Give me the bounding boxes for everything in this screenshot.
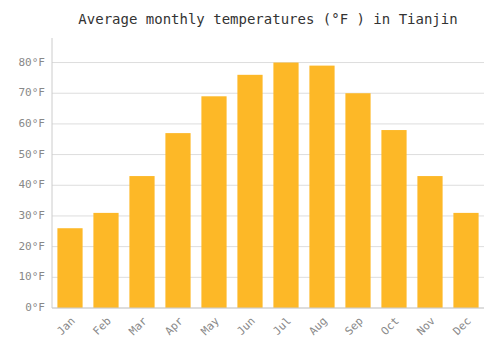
- bar: [57, 228, 82, 308]
- x-tick-label: Sep: [343, 315, 366, 338]
- grid-line: [52, 154, 484, 155]
- x-tick-label: Nov: [415, 314, 439, 338]
- x-tick-label: Oct: [379, 315, 402, 338]
- x-tick-label: Apr: [163, 314, 187, 338]
- chart-svg: 0°F 10°F 20°F 30°F 40°F 50°F 60°F 70°F 80°F Jan Fe…: [0, 0, 500, 350]
- bar: [309, 66, 334, 308]
- bar: [345, 93, 370, 308]
- chart-title: Average monthly temperatures (°F ) in Ti…: [78, 11, 457, 27]
- x-tick-label: Aug: [307, 315, 330, 338]
- chart-container: 0°F 10°F 20°F 30°F 40°F 50°F 60°F 70°F 80°F Jan Fe…: [0, 0, 500, 350]
- y-tick-label: 40°F: [19, 178, 46, 191]
- grid: [52, 63, 484, 308]
- y-axis-line: [52, 38, 53, 308]
- bar: [165, 133, 190, 308]
- bar: [93, 213, 118, 308]
- y-tick-label: 60°F: [19, 117, 46, 130]
- x-axis-line: [52, 308, 484, 309]
- bar: [129, 176, 154, 308]
- y-tick-label: 0°F: [25, 301, 45, 314]
- bar: [201, 96, 226, 308]
- x-tick-label: Feb: [91, 315, 114, 338]
- y-tick-label: 50°F: [19, 148, 46, 161]
- x-tick-label: May: [199, 314, 223, 338]
- bar: [381, 130, 406, 308]
- x-tick-label: Jun: [235, 315, 258, 338]
- x-tick-label: Jan: [55, 315, 78, 338]
- x-tick-label: Dec: [451, 315, 474, 338]
- page: {"chart_data": {"type": "bar", "title": …: [0, 0, 500, 350]
- bar: [273, 63, 298, 308]
- y-tick-label: 30°F: [19, 209, 46, 222]
- x-tick-labels: Jan Feb Mar Apr May Jun Jul Aug Sep Oct Nov Dec: [55, 314, 474, 338]
- bar: [453, 213, 478, 308]
- grid-line: [52, 93, 484, 94]
- grid-line: [52, 308, 484, 309]
- x-tick-label: Jul: [271, 315, 294, 338]
- bar: [417, 176, 442, 308]
- y-tick-label: 20°F: [19, 240, 46, 253]
- y-tick-label: 70°F: [19, 86, 46, 99]
- y-tick-label: 10°F: [19, 270, 46, 283]
- grid-line: [52, 62, 484, 63]
- bar: [237, 75, 262, 308]
- y-tick-label: 80°F: [19, 56, 46, 69]
- x-tick-label: Mar: [127, 314, 151, 338]
- bars: [57, 63, 478, 308]
- grid-line: [52, 123, 484, 124]
- y-tick-labels: 0°F 10°F 20°F 30°F 40°F 50°F 60°F 70°F 80°F: [19, 56, 46, 314]
